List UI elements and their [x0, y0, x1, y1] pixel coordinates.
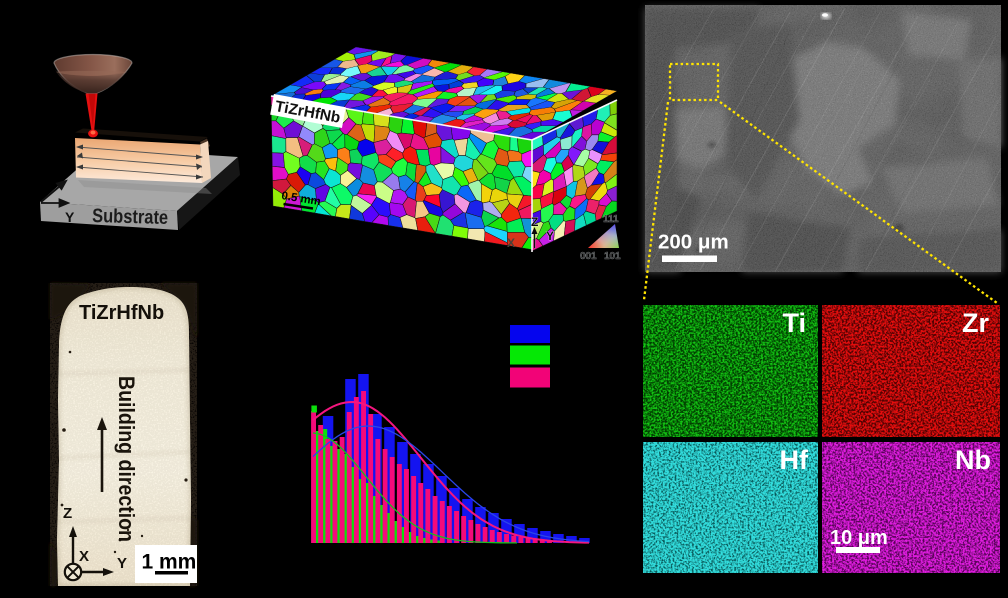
svg-text:Y: Y — [117, 555, 127, 572]
svg-text:Z: Z — [63, 505, 72, 522]
svg-text:Zr: Zr — [962, 308, 989, 338]
svg-text:X: X — [79, 548, 89, 565]
svg-text:Z: Z — [531, 215, 538, 229]
svg-text:001: 001 — [580, 251, 597, 262]
svg-text:200 μm: 200 μm — [658, 231, 729, 254]
svg-text:Ti: Ti — [782, 308, 806, 338]
svg-text:X: X — [507, 236, 515, 250]
svg-text:Building direction: Building direction — [114, 376, 139, 542]
svg-text:Y: Y — [65, 209, 75, 225]
svg-text:101: 101 — [604, 251, 621, 262]
svg-text:Substrate: Substrate — [92, 205, 169, 229]
svg-text:Hf: Hf — [780, 445, 809, 475]
svg-text:1 mm: 1 mm — [142, 551, 197, 574]
svg-text:Y: Y — [546, 229, 554, 243]
svg-text:Nb: Nb — [955, 445, 991, 475]
svg-text:111: 111 — [603, 214, 619, 225]
svg-text:TiZrHfNb: TiZrHfNb — [79, 302, 164, 324]
svg-text:10 μm: 10 μm — [830, 527, 888, 549]
